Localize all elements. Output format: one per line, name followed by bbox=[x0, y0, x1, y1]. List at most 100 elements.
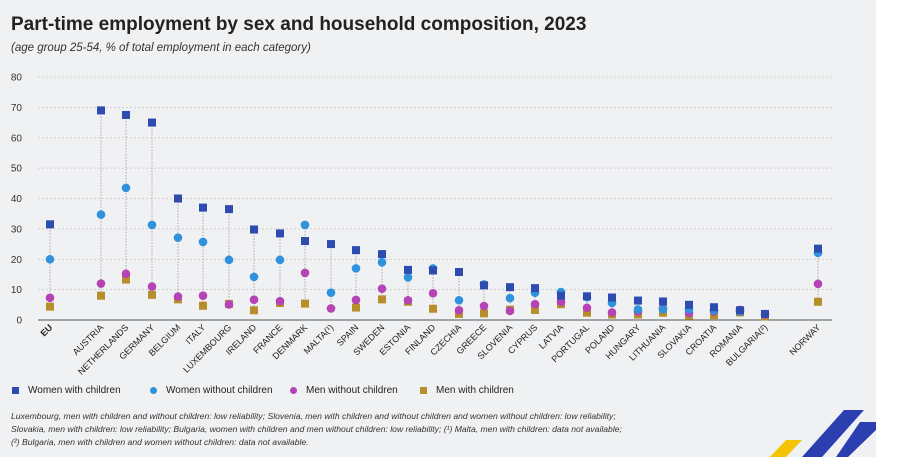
point-women-without-children bbox=[351, 264, 361, 273]
point-men-without-children bbox=[224, 300, 234, 309]
point-women-with-children bbox=[685, 300, 693, 309]
y-tick-label: 0 bbox=[16, 316, 22, 327]
y-tick-label: 40 bbox=[11, 194, 23, 205]
legend: Women with children Women without childr… bbox=[12, 385, 612, 399]
point-men-with-children bbox=[480, 309, 488, 318]
point-women-with-children bbox=[199, 203, 207, 212]
footnote-line: Slovakia, men with children: low reliabi… bbox=[11, 424, 622, 434]
point-women-with-children bbox=[378, 250, 386, 259]
point-men-with-children bbox=[148, 290, 156, 299]
y-tick-label: 60 bbox=[11, 133, 23, 144]
x-tick-label: EU bbox=[38, 322, 54, 338]
point-women-with-children bbox=[710, 303, 718, 312]
point-men-with-children bbox=[531, 305, 539, 314]
point-women-without-children bbox=[377, 257, 387, 267]
point-men-without-children bbox=[173, 292, 183, 301]
point-men-with-children bbox=[301, 299, 309, 308]
point-men-with-children bbox=[46, 302, 54, 311]
point-women-without-children bbox=[249, 272, 259, 282]
point-men-with-children bbox=[199, 301, 207, 310]
point-men-with-children bbox=[583, 308, 591, 317]
footnotes: Luxembourg, men with children and withou… bbox=[11, 410, 651, 449]
point-women-with-children bbox=[506, 283, 514, 292]
point-women-with-children bbox=[276, 229, 284, 238]
point-men-without-children bbox=[147, 282, 157, 291]
point-women-without-children bbox=[198, 237, 208, 247]
x-tick-label: NORWAY bbox=[788, 322, 823, 357]
y-tick-label: 20 bbox=[11, 255, 23, 266]
point-men-without-children bbox=[454, 305, 464, 315]
legend-marker-men-with-children bbox=[420, 386, 427, 394]
point-men-without-children bbox=[121, 269, 131, 279]
point-women-without-children bbox=[45, 254, 55, 264]
point-men-with-children bbox=[352, 303, 360, 312]
point-women-with-children bbox=[531, 284, 539, 293]
point-women-without-children bbox=[300, 220, 310, 230]
y-tick-label: 80 bbox=[11, 73, 23, 84]
point-women-with-children bbox=[480, 281, 488, 290]
point-women-without-children bbox=[275, 255, 285, 265]
point-women-with-children bbox=[659, 297, 667, 306]
point-women-with-children bbox=[352, 246, 360, 255]
point-men-without-children bbox=[530, 299, 540, 309]
point-men-without-children bbox=[813, 279, 823, 289]
point-men-with-children bbox=[814, 297, 822, 306]
point-men-without-children bbox=[96, 279, 106, 288]
point-men-without-children bbox=[275, 296, 285, 306]
chart-panel: Part-time employment by sex and househol… bbox=[0, 0, 876, 457]
legend-label: Women with children bbox=[28, 385, 121, 396]
legend-item-women-with-children[interactable]: Women with children bbox=[12, 385, 121, 396]
point-women-with-children bbox=[429, 266, 437, 275]
point-women-with-children bbox=[761, 309, 769, 318]
point-women-with-children bbox=[814, 244, 822, 253]
point-men-without-children bbox=[300, 268, 310, 278]
y-tick-label: 10 bbox=[11, 285, 23, 296]
point-women-with-children bbox=[301, 237, 309, 246]
point-women-without-children bbox=[96, 210, 106, 219]
point-women-with-children bbox=[455, 268, 463, 277]
footnote-line: Luxembourg, men with children and withou… bbox=[11, 411, 616, 421]
y-tick-label: 70 bbox=[11, 103, 23, 114]
legend-label: Men without children bbox=[306, 385, 398, 396]
point-men-with-children bbox=[429, 304, 437, 313]
point-women-with-children bbox=[583, 292, 591, 301]
legend-item-women-without-children[interactable]: Women without children bbox=[150, 385, 273, 396]
point-women-without-children bbox=[633, 305, 643, 314]
point-men-without-children bbox=[582, 303, 592, 313]
point-men-without-children bbox=[351, 295, 361, 305]
point-women-with-children bbox=[608, 293, 616, 302]
legend-marker-women-without-children bbox=[150, 386, 157, 394]
point-men-without-children bbox=[403, 295, 413, 305]
point-men-without-children bbox=[377, 284, 387, 294]
point-men-without-children bbox=[428, 288, 438, 298]
point-men-with-children bbox=[250, 306, 258, 315]
point-women-with-children bbox=[148, 118, 156, 127]
point-men-without-children bbox=[45, 293, 55, 303]
y-tick-label: 50 bbox=[11, 164, 23, 175]
point-women-with-children bbox=[736, 306, 744, 315]
point-women-without-children bbox=[147, 220, 157, 230]
y-tick-label: 30 bbox=[11, 224, 23, 235]
legend-item-men-with-children[interactable]: Men with children bbox=[420, 385, 514, 396]
point-men-without-children bbox=[198, 291, 208, 301]
point-men-with-children bbox=[378, 295, 386, 304]
point-men-without-children bbox=[505, 306, 515, 316]
legend-label: Women without children bbox=[166, 385, 273, 396]
legend-item-men-without-children[interactable]: Men without children bbox=[290, 385, 398, 396]
point-men-without-children bbox=[479, 301, 489, 311]
eurostat-logo bbox=[770, 410, 876, 457]
point-men-without-children bbox=[607, 308, 617, 317]
point-women-with-children bbox=[404, 265, 412, 274]
point-women-without-children bbox=[224, 255, 234, 265]
point-women-with-children bbox=[557, 291, 565, 300]
footnote-line: (²) Bulgaria, men with children and wome… bbox=[11, 437, 309, 447]
point-women-with-children bbox=[122, 110, 130, 119]
point-men-with-children bbox=[122, 275, 130, 284]
point-women-without-children bbox=[454, 295, 464, 305]
point-women-without-children bbox=[658, 305, 668, 314]
point-women-with-children bbox=[634, 296, 642, 305]
point-women-with-children bbox=[225, 205, 233, 214]
point-men-without-children bbox=[326, 304, 336, 313]
point-women-without-children bbox=[505, 293, 515, 303]
legend-marker-men-without-children bbox=[290, 386, 297, 394]
